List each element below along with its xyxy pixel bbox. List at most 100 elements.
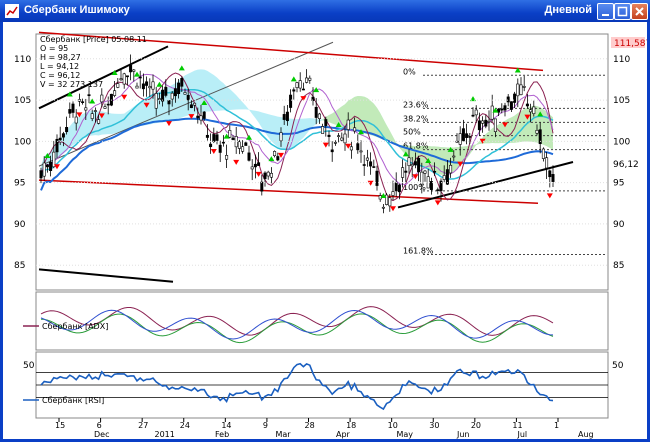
candle-body: [442, 175, 446, 180]
candle-body: [237, 141, 241, 149]
candle-body: [404, 170, 408, 173]
candle-body: [484, 119, 488, 127]
sell-signal-icon: [233, 159, 240, 165]
candle-body: [500, 108, 504, 111]
date-axis-day-label: 28: [305, 421, 315, 430]
price-axis-tick-left: 100: [14, 137, 31, 147]
price-panel[interactable]: [35, 33, 609, 291]
candle-body: [333, 142, 337, 144]
buy-signal-icon: [313, 87, 320, 93]
candle-body: [58, 137, 62, 141]
candle-body: [87, 94, 91, 97]
candle-body: [269, 172, 273, 178]
candle-body: [285, 111, 289, 122]
minimize-button[interactable]: [597, 3, 614, 20]
buy-signal-icon: [223, 133, 230, 139]
adx-panel[interactable]: [35, 291, 609, 351]
price-axis-tick-right: 105: [613, 96, 630, 106]
buy-signal-icon: [89, 98, 96, 104]
candle-body: [337, 135, 341, 137]
fib-level-label: 61.8%: [403, 142, 429, 151]
candle-body: [170, 92, 174, 100]
candle-body: [282, 114, 286, 120]
candle-body: [247, 152, 251, 161]
candle-body: [311, 96, 315, 101]
date-axis-month-label: Apr: [336, 430, 351, 439]
candle-body: [186, 94, 190, 101]
legend-line: H = 98,27: [40, 53, 81, 62]
close-button[interactable]: [631, 3, 648, 20]
candle-body: [410, 164, 414, 167]
date-axis-day-label: 30: [429, 421, 439, 430]
candle-body: [90, 113, 94, 119]
candle-body: [212, 134, 216, 142]
sell-signal-icon: [76, 112, 83, 118]
window-title-bar[interactable]: Сбербанк Ишимоку Дневной: [0, 0, 650, 22]
candle-body: [244, 142, 248, 146]
candle-body: [145, 81, 149, 86]
candle-body: [423, 170, 427, 174]
rsi-level-left: 50: [23, 361, 35, 371]
candle-body: [468, 136, 472, 138]
buy-signal-icon: [358, 129, 364, 135]
candle-body: [458, 133, 462, 145]
candle-body: [71, 103, 75, 113]
buy-signal-icon: [134, 71, 140, 77]
date-axis-month-label: May: [397, 430, 414, 439]
candle-body: [487, 120, 491, 123]
candle-body: [183, 92, 187, 95]
current-price-label: 111,587: [614, 39, 647, 49]
candle-body: [173, 88, 177, 97]
buy-signal-icon: [44, 152, 51, 158]
date-axis-day-label: 1: [554, 421, 559, 430]
candle-body: [369, 161, 373, 167]
last-close-label: 96,12: [613, 160, 639, 170]
maximize-button[interactable]: [614, 3, 631, 20]
candle-body: [68, 109, 72, 114]
candle-body: [353, 127, 357, 132]
sell-signal-icon: [188, 114, 195, 120]
price-axis-tick-left: 110: [14, 55, 31, 65]
candle-body: [391, 191, 395, 196]
candle-body: [439, 180, 443, 192]
candle-body: [417, 157, 421, 173]
buy-signal-icon: [514, 67, 521, 73]
candle-body: [429, 181, 433, 190]
fast-ma-line: [40, 73, 554, 186]
buy-signal-icon: [66, 91, 73, 97]
candle-body: [260, 181, 264, 192]
date-axis-month-label: Dec: [94, 430, 109, 439]
candle-body: [193, 102, 197, 106]
current-price-tag: [611, 37, 645, 48]
candle-body: [445, 169, 449, 185]
candle-body: [177, 82, 181, 95]
sell-signal-icon: [300, 96, 307, 102]
candle-body: [189, 104, 193, 109]
candle-body: [164, 86, 168, 96]
candle-body: [401, 167, 405, 178]
candle-body: [394, 182, 398, 192]
candle-body: [506, 96, 510, 103]
candle-body: [471, 114, 475, 117]
candle-body: [548, 170, 552, 178]
candle-body: [481, 120, 485, 124]
candle-body: [116, 83, 120, 88]
buy-signal-icon: [537, 111, 544, 117]
candle-body: [532, 106, 536, 114]
candle-body: [308, 77, 312, 81]
candle-body: [301, 88, 305, 91]
candle-body: [138, 76, 142, 79]
price-axis-tick-left: 95: [14, 179, 25, 189]
candle-body: [106, 103, 110, 106]
candle-body: [292, 89, 296, 92]
chart-canvas[interactable]: 0%23.6%38.2%50%61.8%100%161.8% 110110105…: [3, 22, 650, 439]
sell-signal-icon: [345, 143, 352, 149]
candle-body: [148, 86, 152, 89]
sell-signal-icon: [255, 171, 262, 177]
buy-signal-icon: [335, 122, 342, 128]
candle-body: [225, 155, 229, 160]
trendline-black: [38, 268, 174, 283]
candle-body: [490, 105, 494, 120]
candle-body: [420, 171, 424, 185]
candle-body: [314, 106, 318, 118]
